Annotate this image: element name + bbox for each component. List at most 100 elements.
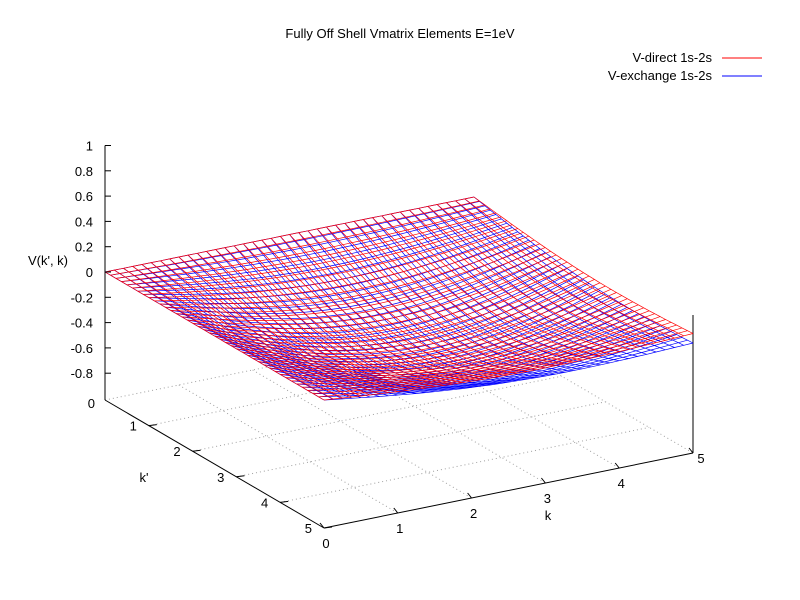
series-1-mesh-kp-line xyxy=(225,286,595,363)
series-0-mesh-k-line xyxy=(326,226,546,369)
series-1-mesh-k-line xyxy=(418,208,638,357)
series-0-mesh-kp-line xyxy=(252,295,622,366)
z-tick-label-3: -0.2 xyxy=(71,290,93,305)
series-0-mesh-kp-line xyxy=(214,272,584,345)
series-0-mesh-kp-line xyxy=(296,319,666,385)
series-0-mesh-k-line xyxy=(372,217,592,359)
z-tick-label-5: 0.2 xyxy=(75,240,93,255)
series-0-mesh-k-line xyxy=(363,219,583,361)
y-tick-label-4: 4 xyxy=(261,495,268,510)
series-1-mesh-k-line xyxy=(316,228,537,378)
grid-line-kp-4 xyxy=(280,426,650,503)
series-0-mesh-k-line xyxy=(436,204,657,344)
series-1-mesh-kp-line xyxy=(302,331,672,390)
chart-title: Fully Off Shell Vmatrix Elements E=1eV xyxy=(285,26,514,41)
series-0-mesh-kp-line xyxy=(291,316,661,382)
series-1-mesh-kp-line xyxy=(263,310,633,380)
y-tick-mark-1 xyxy=(148,424,157,427)
x-tick-mark-0 xyxy=(319,522,325,529)
series-0-mesh-kp-line xyxy=(269,304,639,373)
x-tick-label-0: 0 xyxy=(322,536,329,551)
x-tick-mark-3 xyxy=(541,477,546,484)
y-tick-label-1: 1 xyxy=(130,419,137,434)
series-1-mesh-kp-line xyxy=(307,334,677,392)
grid-line-k-1 xyxy=(178,384,399,514)
series-0-mesh-k-line xyxy=(464,198,684,337)
series-1-mesh-k-line xyxy=(335,224,555,375)
series-1-mesh-k-line xyxy=(446,202,666,351)
series-1-mesh-k-line xyxy=(473,196,694,344)
y-tick-label-2: 2 xyxy=(173,444,180,459)
series-0-mesh-kp-line xyxy=(302,321,672,388)
y-axis-line xyxy=(104,399,325,529)
grid-line-kp-3 xyxy=(236,401,606,478)
axes xyxy=(104,145,694,529)
x-tick-label-3: 3 xyxy=(544,491,551,506)
grid-line-kp-2 xyxy=(192,375,562,452)
series-0-mesh-k-line xyxy=(409,209,629,350)
legend-label-exchange: V-exchange 1s-2s xyxy=(608,68,713,83)
z-tick-label-8: 0.8 xyxy=(75,164,93,179)
series-1-mesh-kp-line xyxy=(236,293,606,369)
series-0-mesh-k-line xyxy=(353,221,574,363)
x-tick-mark-2 xyxy=(467,492,472,499)
tick-labels: -0.8 -0.6 -0.4 -0.2 0 0.2 0.4 0.6 0.8 1 0 0 1 2 3 4 5 1 2 3… xyxy=(71,139,705,552)
series-0-mesh-k-line xyxy=(418,208,638,348)
x-axis-line xyxy=(323,452,694,529)
series-0-mesh-kp-line xyxy=(313,327,683,394)
series-0-mesh-kp-line xyxy=(323,333,694,401)
z-tick-label-4: 0 xyxy=(86,265,93,280)
y-tick-label-3: 3 xyxy=(217,470,224,485)
series-0-mesh-kp-line xyxy=(219,275,590,348)
x-tick-label-1: 1 xyxy=(396,521,403,536)
series-1-mesh-kp-line xyxy=(318,339,688,398)
series-0-mesh-k-line xyxy=(381,215,601,357)
series-0-mesh-kp-line xyxy=(318,330,688,398)
series-0-mesh-kp-line xyxy=(241,288,612,360)
series-0-mesh-k-line xyxy=(307,230,528,372)
series-0-mesh-k-line xyxy=(399,211,620,352)
series-0-mesh-k-line xyxy=(473,196,694,334)
series-1-mesh-k-line xyxy=(307,230,527,380)
series-0-mesh-kp-line xyxy=(258,298,628,368)
series-0-mesh-kp-line xyxy=(280,310,650,377)
z-axis-label: V(k', k) xyxy=(28,253,68,268)
x-tick-mark-4 xyxy=(614,462,620,469)
surface-direct-mesh xyxy=(104,196,694,401)
x-tick-label-2: 2 xyxy=(470,506,477,521)
z-tick-label-7: 0.6 xyxy=(75,189,93,204)
series-1-mesh-k-line xyxy=(464,198,684,346)
series-1-mesh-kp-line xyxy=(241,297,612,371)
series-1-mesh-kp-line xyxy=(115,205,486,279)
series-0-mesh-k-line xyxy=(206,251,426,389)
series-0-mesh-kp-line xyxy=(225,279,595,351)
z-tick-label-1: -0.6 xyxy=(71,341,93,356)
series-1-mesh-kp-line xyxy=(258,306,628,378)
y-tick-mark-3 xyxy=(236,475,245,478)
series-0-mesh-k-line xyxy=(335,224,555,367)
z-tick-label-9: 1 xyxy=(86,139,93,154)
y-tick-mark-5 xyxy=(323,526,333,529)
z-tick-label-6: 0.4 xyxy=(75,214,93,229)
series-0-mesh-kp-line xyxy=(274,307,644,375)
series-1-mesh-kp-line xyxy=(313,337,683,394)
series-1-mesh-k-line xyxy=(455,200,675,348)
series-0-mesh-k-line xyxy=(316,228,537,371)
legend: V-direct 1s-2s V-exchange 1s-2s xyxy=(608,50,762,83)
x-tick-label-4: 4 xyxy=(618,476,625,491)
series-0-mesh-kp-line xyxy=(230,282,601,354)
series-0-mesh-k-line xyxy=(427,206,648,346)
x-tick-label-5: 5 xyxy=(697,451,704,466)
series-1-mesh-k-line xyxy=(381,215,601,366)
series-1-mesh-k-line xyxy=(372,217,592,368)
x-axis-label: k xyxy=(545,508,552,523)
series-0-mesh-k-line xyxy=(344,223,564,365)
series-0-mesh-k-line xyxy=(298,232,518,374)
y-axis-label: k' xyxy=(140,470,149,485)
y-tick-mark-4 xyxy=(280,500,289,503)
series-1-mesh-k-line xyxy=(427,206,648,355)
series-0-mesh-k-line xyxy=(455,200,675,339)
series-0-mesh-kp-line xyxy=(263,301,633,370)
z-tick-label-2: -0.4 xyxy=(71,316,93,331)
